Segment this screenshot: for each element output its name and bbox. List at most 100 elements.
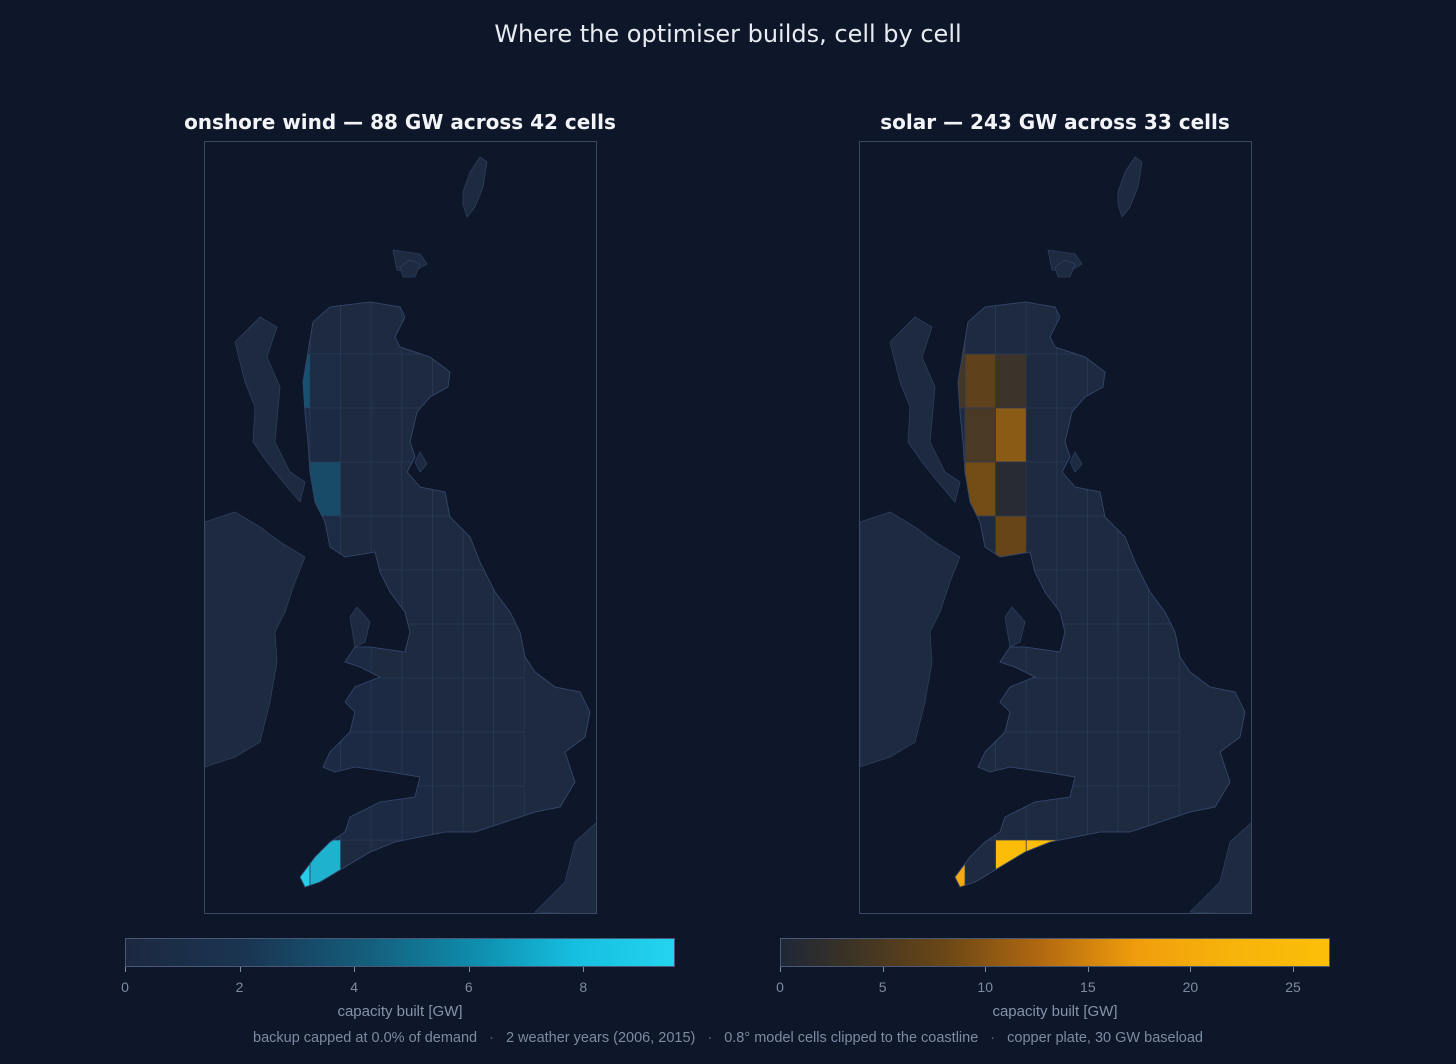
capacity-cell	[279, 894, 310, 914]
solar-panel-title: solar — 243 GW across 33 cells	[880, 110, 1230, 134]
grid-line-cell	[860, 462, 873, 516]
capacity-cell	[309, 731, 341, 787]
grid-line-cell	[310, 894, 341, 914]
footer-separator: ·	[707, 1030, 713, 1046]
grid-line-cell	[462, 407, 494, 463]
grid-line-cell	[205, 408, 218, 462]
grid-line-cell	[873, 408, 904, 462]
wind-map	[204, 141, 597, 914]
grid-line-cell	[218, 894, 249, 914]
capacity-cell	[955, 731, 966, 787]
grid-line-cell	[205, 300, 218, 354]
capacity-cell	[300, 839, 311, 887]
grid-line-cell	[860, 840, 873, 894]
capacity-cell	[955, 302, 966, 355]
capacity-cell	[904, 786, 935, 840]
island-landmass	[1069, 451, 1083, 473]
grid-line-cell	[904, 786, 935, 840]
grid-line-cell	[1026, 894, 1057, 914]
capacity-cell	[300, 731, 311, 787]
grid-line-cell	[934, 894, 965, 914]
colorbar-tick-label: 6	[464, 979, 473, 995]
footer-notes: backup capped at 0.0% of demand · 2 weathe…	[0, 1030, 1456, 1046]
wind-colorbar-label: capacity built [GW]	[337, 1003, 463, 1020]
colorbar-tick-label: 5	[878, 979, 887, 995]
grid-line-cell	[300, 785, 311, 841]
capacity-cell	[934, 894, 965, 914]
colorbar-tick	[1087, 967, 1089, 972]
grid-line-cell	[1087, 894, 1118, 914]
grid-line-cell	[249, 786, 280, 840]
grid-line-cell	[432, 302, 464, 355]
colorbar-tick	[985, 967, 987, 972]
capacity-cell	[370, 677, 403, 733]
capacity-cell	[432, 839, 464, 887]
footer-separator: ·	[990, 1030, 996, 1046]
colorbar-tick-label: 25	[1285, 979, 1301, 995]
capacity-cell	[955, 785, 966, 841]
grid-line-cell	[493, 353, 525, 409]
grid-line-cell	[309, 623, 341, 679]
grid-line-cell	[300, 731, 311, 787]
coastline	[299, 301, 591, 888]
grid-line-cell	[493, 461, 525, 517]
capacity-cell	[964, 353, 996, 409]
colorbar-tick	[1293, 967, 1295, 972]
footer-item: backup capped at 0.0% of demand	[253, 1030, 478, 1046]
grid-line-cell	[309, 677, 341, 733]
grid-line-cell	[965, 894, 996, 914]
capacity-cell	[309, 569, 341, 625]
capacity-cell	[309, 407, 341, 463]
grid-line-cell	[493, 302, 525, 355]
grid-line-cell	[462, 461, 494, 517]
capacity-cell	[964, 407, 996, 463]
colorbar-tick	[125, 967, 126, 972]
grid-line-cell	[904, 894, 935, 914]
grid-line-cell	[1056, 839, 1088, 887]
colorbar-tick-label: 15	[1080, 979, 1096, 995]
grid-line-cell	[873, 894, 904, 914]
grid-line-cell	[493, 839, 525, 887]
france-landmass	[534, 822, 596, 913]
grid-line-cell	[860, 354, 873, 408]
grid-line-cell	[873, 840, 904, 894]
capacity-cell	[370, 731, 403, 787]
capacity-cell	[340, 677, 372, 733]
grid-line-cell	[309, 785, 341, 841]
grid-line-cell	[371, 894, 402, 914]
island-landmass	[414, 451, 428, 473]
ireland-landmass	[860, 511, 961, 768]
wind-map-svg	[205, 156, 596, 914]
capacity-cell	[401, 731, 433, 787]
grid-line-cell	[401, 839, 433, 887]
footer-item: 0.8° model cells clipped to the coastlin…	[724, 1030, 979, 1046]
solar-colorbar-label: capacity built [GW]	[992, 1003, 1118, 1020]
wind-colorbar	[125, 938, 675, 967]
grid-line-cell	[493, 407, 525, 463]
capacity-cell	[995, 515, 1027, 571]
grid-line-cell	[1087, 839, 1119, 887]
grid-line-cell	[249, 840, 280, 894]
grid-line-cell	[1148, 461, 1180, 517]
grid-line-cell	[1117, 839, 1149, 887]
grid-line-cell	[955, 677, 966, 733]
grid-line-cell	[1148, 302, 1180, 355]
grid-line-cell	[218, 408, 249, 462]
grid-line-cell	[964, 785, 996, 841]
chart-title: Where the optimiser builds, cell by cell	[494, 20, 962, 48]
grid-line-cell	[1117, 461, 1149, 517]
grid-line-cell	[1117, 353, 1149, 409]
solar-map-svg	[860, 156, 1251, 914]
grid-line-cell	[1117, 407, 1149, 463]
grid-line-cell	[309, 569, 341, 625]
shetland-landmass	[1117, 156, 1143, 218]
grid-line-cell	[964, 623, 996, 679]
grid-line-cell	[964, 569, 996, 625]
ireland-landmass	[205, 511, 306, 768]
hebrides-landmass	[234, 316, 306, 503]
capacity-cell	[401, 785, 433, 841]
capacity-cell	[955, 839, 966, 887]
grid-line-cell	[300, 623, 311, 679]
wind-panel-title: onshore wind — 88 GW across 42 cells	[184, 110, 616, 134]
solar-map	[859, 141, 1252, 914]
